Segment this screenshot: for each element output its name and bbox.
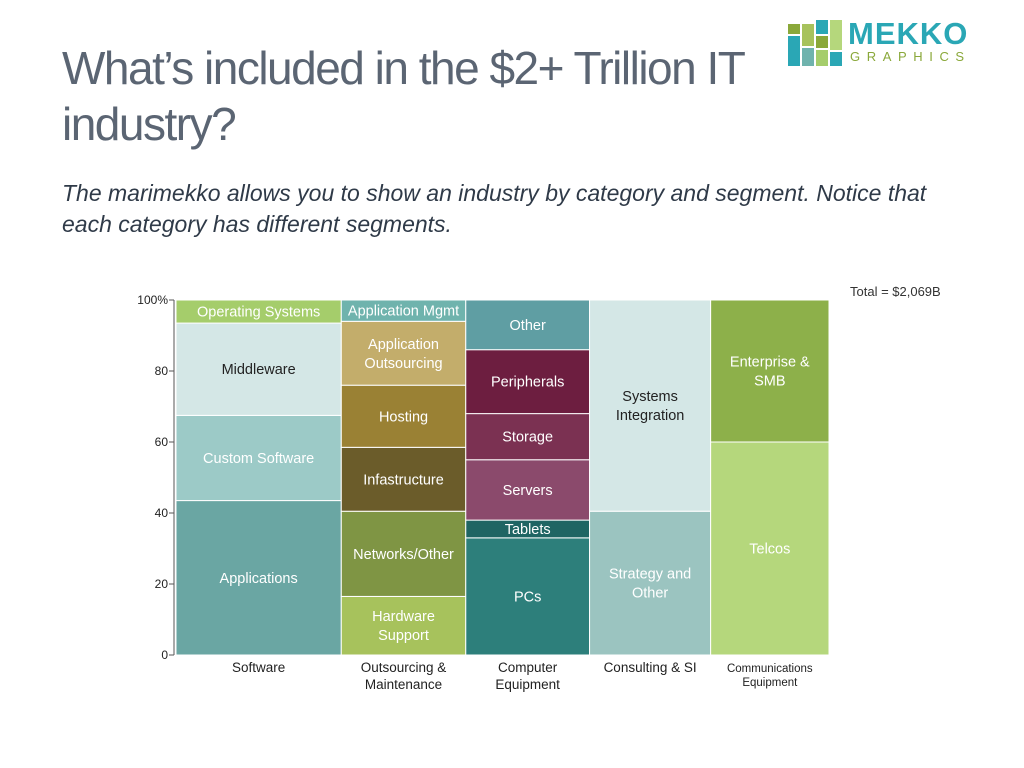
y-tick-label: 0 <box>161 648 168 662</box>
brand-tagline: GRAPHICS <box>850 49 971 64</box>
segment-label-custom-software: Custom Software <box>203 451 314 467</box>
page-title: What’s included in the $2+ Trillion IT i… <box>62 42 745 150</box>
segment-label-application-mgmt: Application Mgmt <box>348 304 459 320</box>
category-label-consulting-si: Consulting & SI <box>604 660 697 675</box>
segment-label-systems-integration: Systems Integration <box>616 389 685 424</box>
segment-label-application-outsourcing: Application Outsourcing <box>364 337 442 372</box>
segment-label-telcos: Telcos <box>749 542 790 558</box>
segment-systems-integration <box>589 299 712 512</box>
segment-storage <box>465 413 591 461</box>
segment-hosting <box>340 384 467 448</box>
page-subtitle: The marimekko allows you to show an indu… <box>62 180 927 237</box>
y-tick-label: 80 <box>155 364 169 378</box>
segment-label-pcs: PCs <box>514 589 541 605</box>
y-tick-label: 60 <box>155 435 169 449</box>
segment-application-outsourcing <box>340 320 467 386</box>
segment-label-other: Other <box>510 318 546 334</box>
segment-enterprise-smb <box>710 299 830 443</box>
mekko-logo-icon <box>788 20 842 66</box>
segment-servers <box>465 459 591 521</box>
segment-middleware <box>175 322 342 416</box>
segment-applications <box>175 500 342 656</box>
segment-hardware-support <box>340 595 467 656</box>
segment-label-peripherals: Peripherals <box>491 375 564 391</box>
segment-label-networks-other: Networks/Other <box>353 547 454 563</box>
category-label-computer-equipment: Computer Equipment <box>495 660 560 692</box>
segment-label-enterprise-smb: Enterprise & SMB <box>730 355 810 390</box>
y-tick-label: 100% <box>137 293 168 307</box>
segment-label-tablets: Tablets <box>505 522 551 538</box>
segment-label-operating-systems: Operating Systems <box>197 305 320 321</box>
segment-other <box>465 299 591 351</box>
category-label-communications-equipment: Communications Equipment <box>727 663 813 689</box>
segment-label-infastructure: Infastructure <box>363 472 444 488</box>
segment-label-storage: Storage <box>502 430 553 446</box>
segment-label-servers: Servers <box>503 483 553 499</box>
category-label-software: Software <box>232 660 285 675</box>
segment-label-hardware-support: Hardware Support <box>372 609 435 644</box>
y-tick-label: 40 <box>155 506 169 520</box>
segment-infastructure <box>340 446 467 512</box>
y-tick-label: 20 <box>155 577 169 591</box>
segment-telcos <box>710 441 830 656</box>
segment-strategy-and-other <box>589 510 712 656</box>
segment-peripherals <box>465 349 591 415</box>
brand-name: MEKKO <box>848 16 969 51</box>
segment-label-strategy-and-other: Strategy and Other <box>609 567 691 602</box>
segment-networks-other <box>340 510 467 597</box>
segment-label-middleware: Middleware <box>222 362 296 378</box>
chart-total-label: Total = $2,069B <box>850 284 941 299</box>
segment-pcs <box>465 537 591 656</box>
category-label-outsourcing-maintenance: Outsourcing & Maintenance <box>361 660 447 692</box>
segment-label-applications: Applications <box>220 571 298 587</box>
segment-label-hosting: Hosting <box>379 409 428 425</box>
